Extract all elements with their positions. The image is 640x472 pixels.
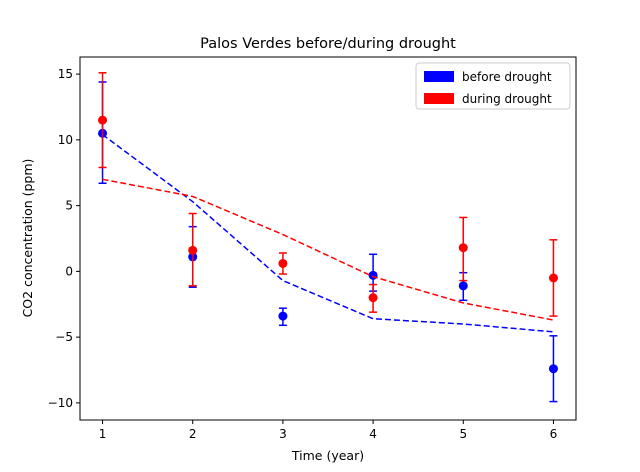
data-point: [98, 115, 108, 125]
legend-label: during drought: [462, 92, 552, 106]
x-tick-label: 6: [550, 427, 558, 441]
y-tick-label: −10: [48, 396, 73, 410]
y-tick-label: 5: [65, 199, 73, 213]
y-axis: −10 −5 0 5 10 15: [48, 67, 80, 410]
x-tick-label: 2: [189, 427, 197, 441]
trend-line: [102, 178, 554, 321]
chart-title: Palos Verdes before/during drought: [200, 36, 456, 52]
data-point: [548, 364, 558, 374]
x-tick-label: 4: [369, 427, 377, 441]
legend-swatch: [424, 93, 454, 104]
y-tick-label: 15: [58, 67, 73, 81]
x-tick-label: 3: [279, 427, 287, 441]
legend: before drought during drought: [415, 62, 571, 110]
trend-line: [102, 133, 554, 333]
data-point: [368, 270, 378, 280]
x-tick-label: 5: [459, 427, 467, 441]
series-layer: [98, 72, 558, 403]
data-point: [458, 243, 468, 253]
x-axis: 1 2 3 4 5 6: [99, 420, 558, 441]
y-tick-label: −5: [55, 330, 73, 344]
x-tick-label: 1: [99, 427, 107, 441]
x-axis-label: Time (year): [291, 448, 364, 463]
data-point: [368, 293, 378, 303]
data-point: [188, 245, 198, 255]
y-tick-label: 10: [58, 133, 73, 147]
data-point: [458, 281, 468, 291]
data-point: [278, 311, 288, 321]
y-axis-label: CO2 concentration (ppm): [20, 159, 35, 318]
y-tick-label: 0: [65, 264, 73, 278]
legend-label: before drought: [462, 70, 552, 84]
legend-box: [415, 62, 571, 110]
plot-frame: [79, 56, 577, 421]
plot-background: [80, 57, 576, 420]
data-point: [548, 273, 558, 283]
legend-swatch: [424, 71, 454, 82]
data-point: [278, 258, 288, 268]
